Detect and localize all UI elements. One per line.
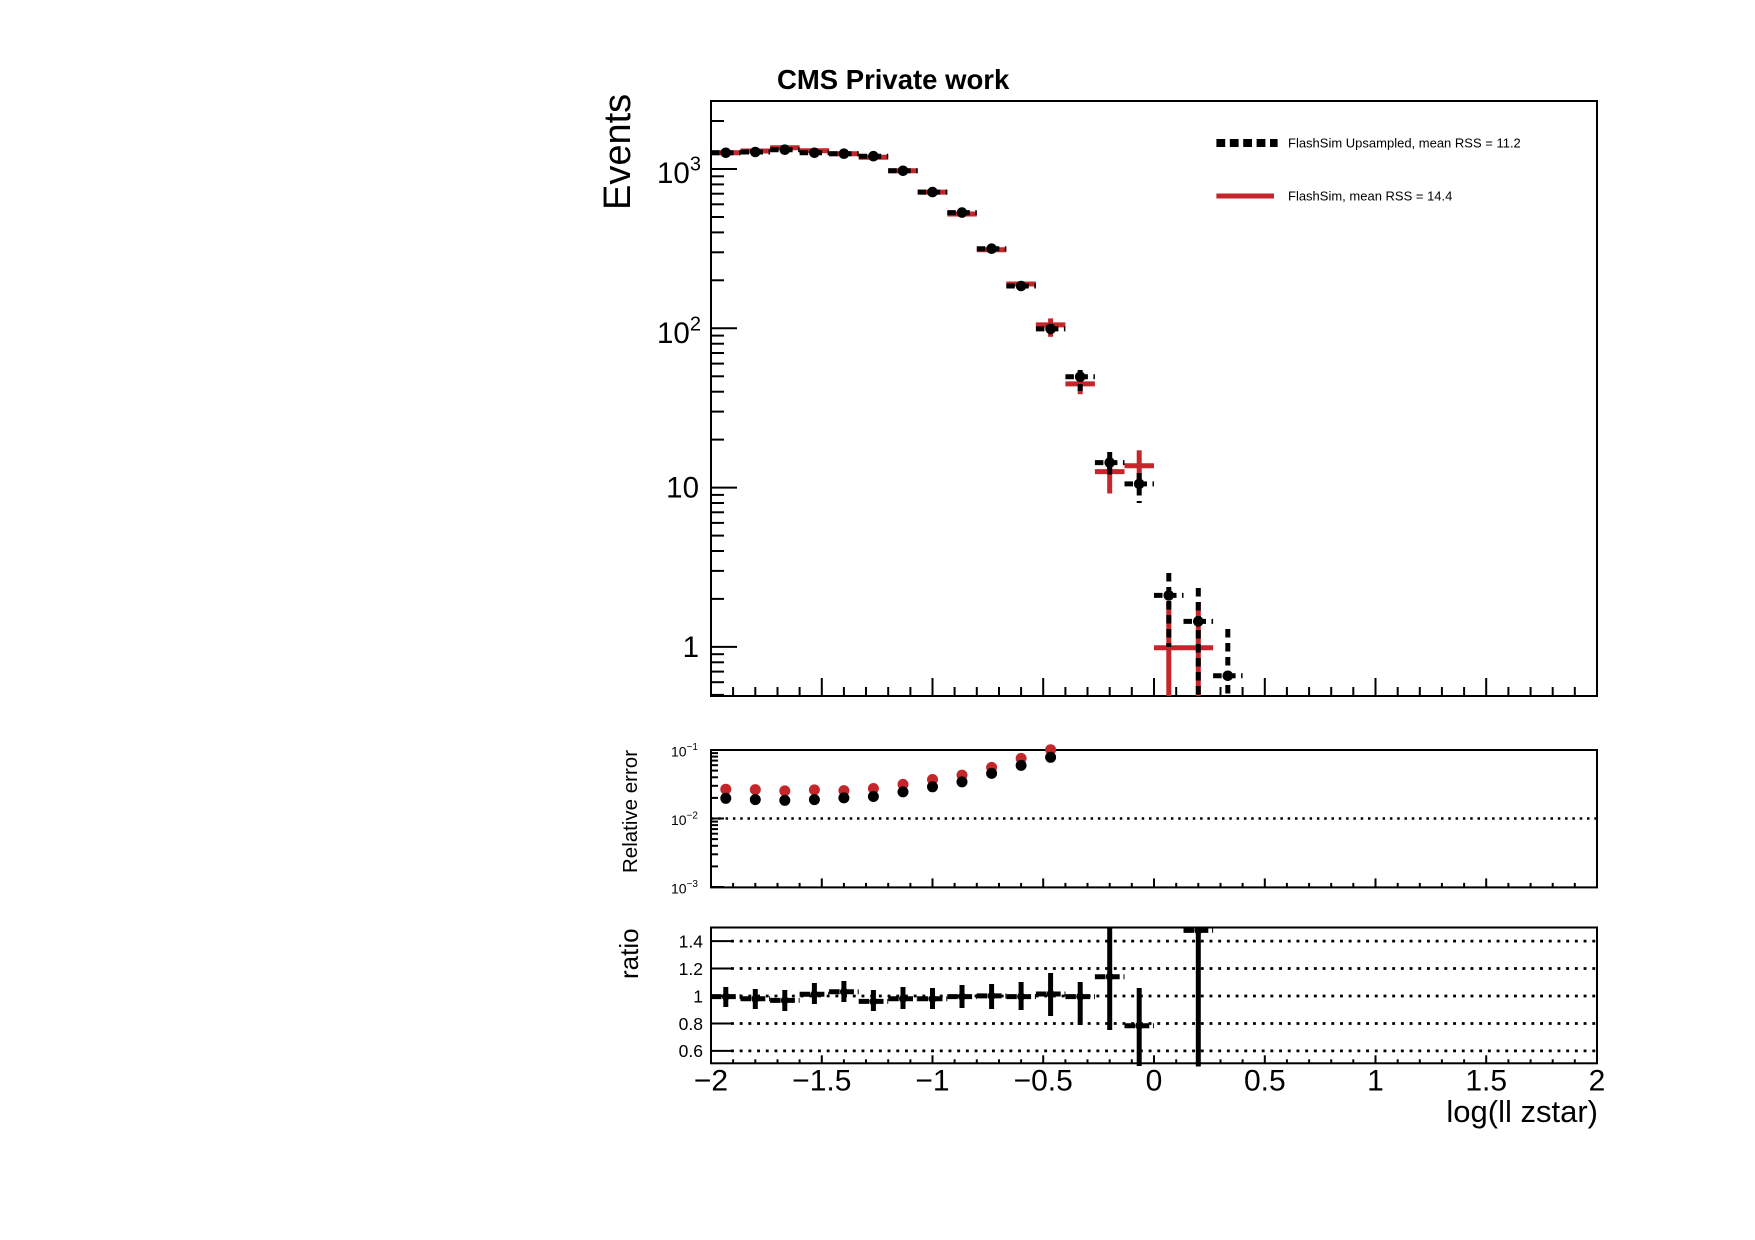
svg-text:2: 2	[1589, 1065, 1606, 1098]
svg-text:Relative error: Relative error	[619, 750, 642, 873]
svg-text:ratio: ratio	[614, 928, 644, 979]
svg-text:0.6: 0.6	[679, 1041, 703, 1061]
svg-text:1: 1	[1367, 1065, 1384, 1098]
svg-text:Events: Events	[597, 94, 639, 210]
svg-text:FlashSim Upsampled, mean RSS =: FlashSim Upsampled, mean RSS = 11.2	[1288, 136, 1521, 151]
svg-text:0.5: 0.5	[1244, 1065, 1286, 1098]
svg-text:0: 0	[1146, 1065, 1163, 1098]
svg-text:1.5: 1.5	[1465, 1065, 1507, 1098]
svg-text:CMS Private work: CMS Private work	[777, 64, 1010, 95]
svg-text:0.8: 0.8	[679, 1014, 703, 1034]
svg-text:FlashSim, mean RSS = 14.4: FlashSim, mean RSS = 14.4	[1288, 189, 1452, 204]
svg-text:−1.5: −1.5	[792, 1065, 851, 1098]
svg-text:1.2: 1.2	[679, 959, 703, 979]
svg-text:10: 10	[666, 472, 699, 505]
svg-text:−1: −1	[915, 1065, 949, 1098]
svg-text:1.4: 1.4	[679, 931, 704, 951]
svg-text:1: 1	[693, 986, 703, 1006]
svg-text:−0.5: −0.5	[1014, 1065, 1073, 1098]
svg-text:−2: −2	[694, 1065, 728, 1098]
svg-text:1: 1	[683, 631, 699, 664]
svg-text:log(ll zstar): log(ll zstar)	[1446, 1094, 1598, 1129]
